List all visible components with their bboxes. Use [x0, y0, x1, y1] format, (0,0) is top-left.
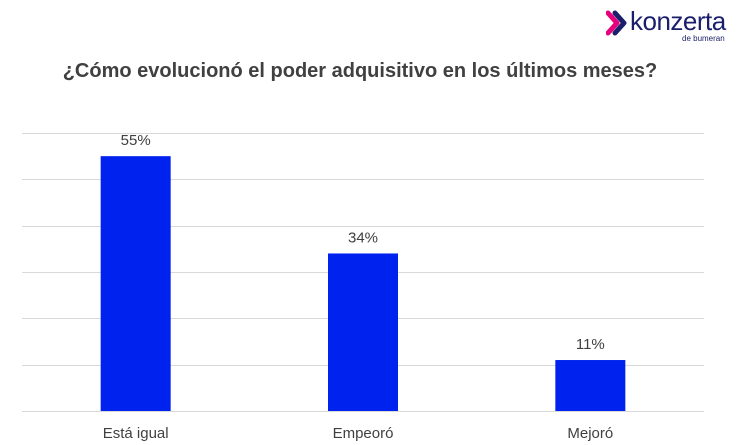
bar-3 — [555, 360, 626, 411]
konzerta-logo: konzerta de bumeran — [606, 6, 736, 46]
bar-1 — [100, 156, 171, 411]
data-label-2: 34% — [348, 229, 378, 246]
data-label-3: 11% — [576, 336, 605, 353]
chart-title: ¿Cómo evolucionó el poder adquisitivo en… — [62, 60, 658, 82]
x-tick-label-2: Empeoró — [333, 425, 394, 442]
konzerta-logo-icon — [606, 10, 627, 36]
x-tick-label-3: Mejoró — [567, 425, 613, 442]
data-label-1: 55% — [121, 132, 151, 149]
logo-subtitle: de bumeran — [682, 34, 725, 43]
x-tick-label-1: Está igual — [103, 425, 169, 442]
bar-2 — [328, 253, 398, 411]
logo-wordmark: konzerta — [630, 6, 726, 36]
